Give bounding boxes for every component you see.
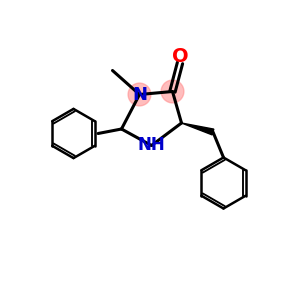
Circle shape: [128, 83, 151, 106]
Circle shape: [161, 80, 184, 103]
Text: N: N: [132, 85, 147, 103]
Polygon shape: [182, 123, 214, 135]
Text: NH: NH: [138, 136, 165, 154]
Text: O: O: [172, 47, 188, 66]
